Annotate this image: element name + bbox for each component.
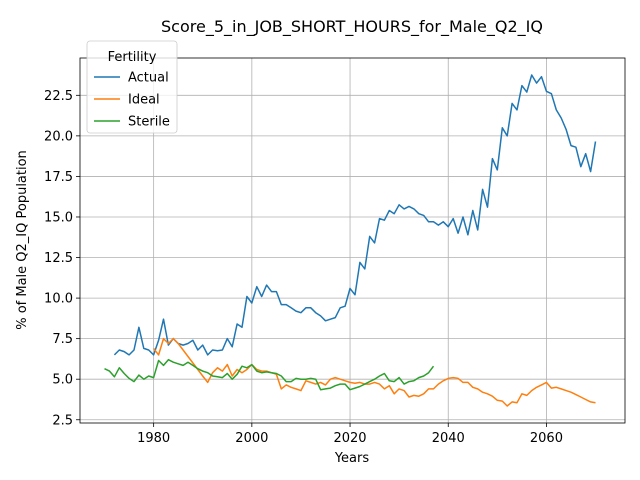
- x-tick-label: 2060: [530, 431, 563, 446]
- y-axis-ticks: 2.5 5.0 7.5 10.0 12.5 15.0 17.5 20.0 22.5: [44, 89, 80, 428]
- plot-frame: [79, 57, 626, 424]
- y-tick-label: 15.0: [44, 210, 73, 225]
- y-tick-label: 5.0: [52, 373, 73, 388]
- chart-title: Score_5_in_JOB_SHORT_HOURS_for_Male_Q2_I…: [161, 17, 543, 37]
- y-tick-label: 12.5: [44, 251, 73, 266]
- y-tick-label: 20.0: [44, 129, 73, 144]
- grid: [80, 58, 625, 423]
- x-axis-ticks: 1980 2000 2020 2040 2060: [137, 423, 563, 446]
- legend-title: Fertility: [108, 50, 157, 65]
- series-line-ideal: [153, 337, 596, 407]
- legend-box: [86, 40, 178, 134]
- x-axis-title: Years: [334, 451, 370, 466]
- legend: Fertility Actual Ideal Sterile: [86, 40, 178, 134]
- y-axis-title: % of Male Q2_IQ Population: [15, 150, 30, 330]
- x-tick-label: 1980: [137, 431, 170, 446]
- series-lines: [104, 74, 597, 407]
- y-tick-label: 17.5: [44, 170, 73, 185]
- legend-label-ideal: Ideal: [128, 93, 160, 108]
- legend-label-actual: Actual: [128, 71, 169, 86]
- y-tick-label: 22.5: [44, 89, 73, 104]
- y-tick-label: 10.0: [44, 292, 73, 307]
- x-tick-label: 2000: [235, 431, 268, 446]
- y-tick-label: 2.5: [52, 413, 73, 428]
- series-line-sterile: [104, 358, 435, 391]
- x-tick-label: 2020: [333, 431, 366, 446]
- legend-items: Actual Ideal Sterile: [94, 71, 170, 130]
- y-tick-label: 7.5: [52, 332, 73, 347]
- legend-label-sterile: Sterile: [128, 115, 170, 130]
- series-line-actual: [113, 74, 597, 356]
- x-tick-label: 2040: [432, 431, 465, 446]
